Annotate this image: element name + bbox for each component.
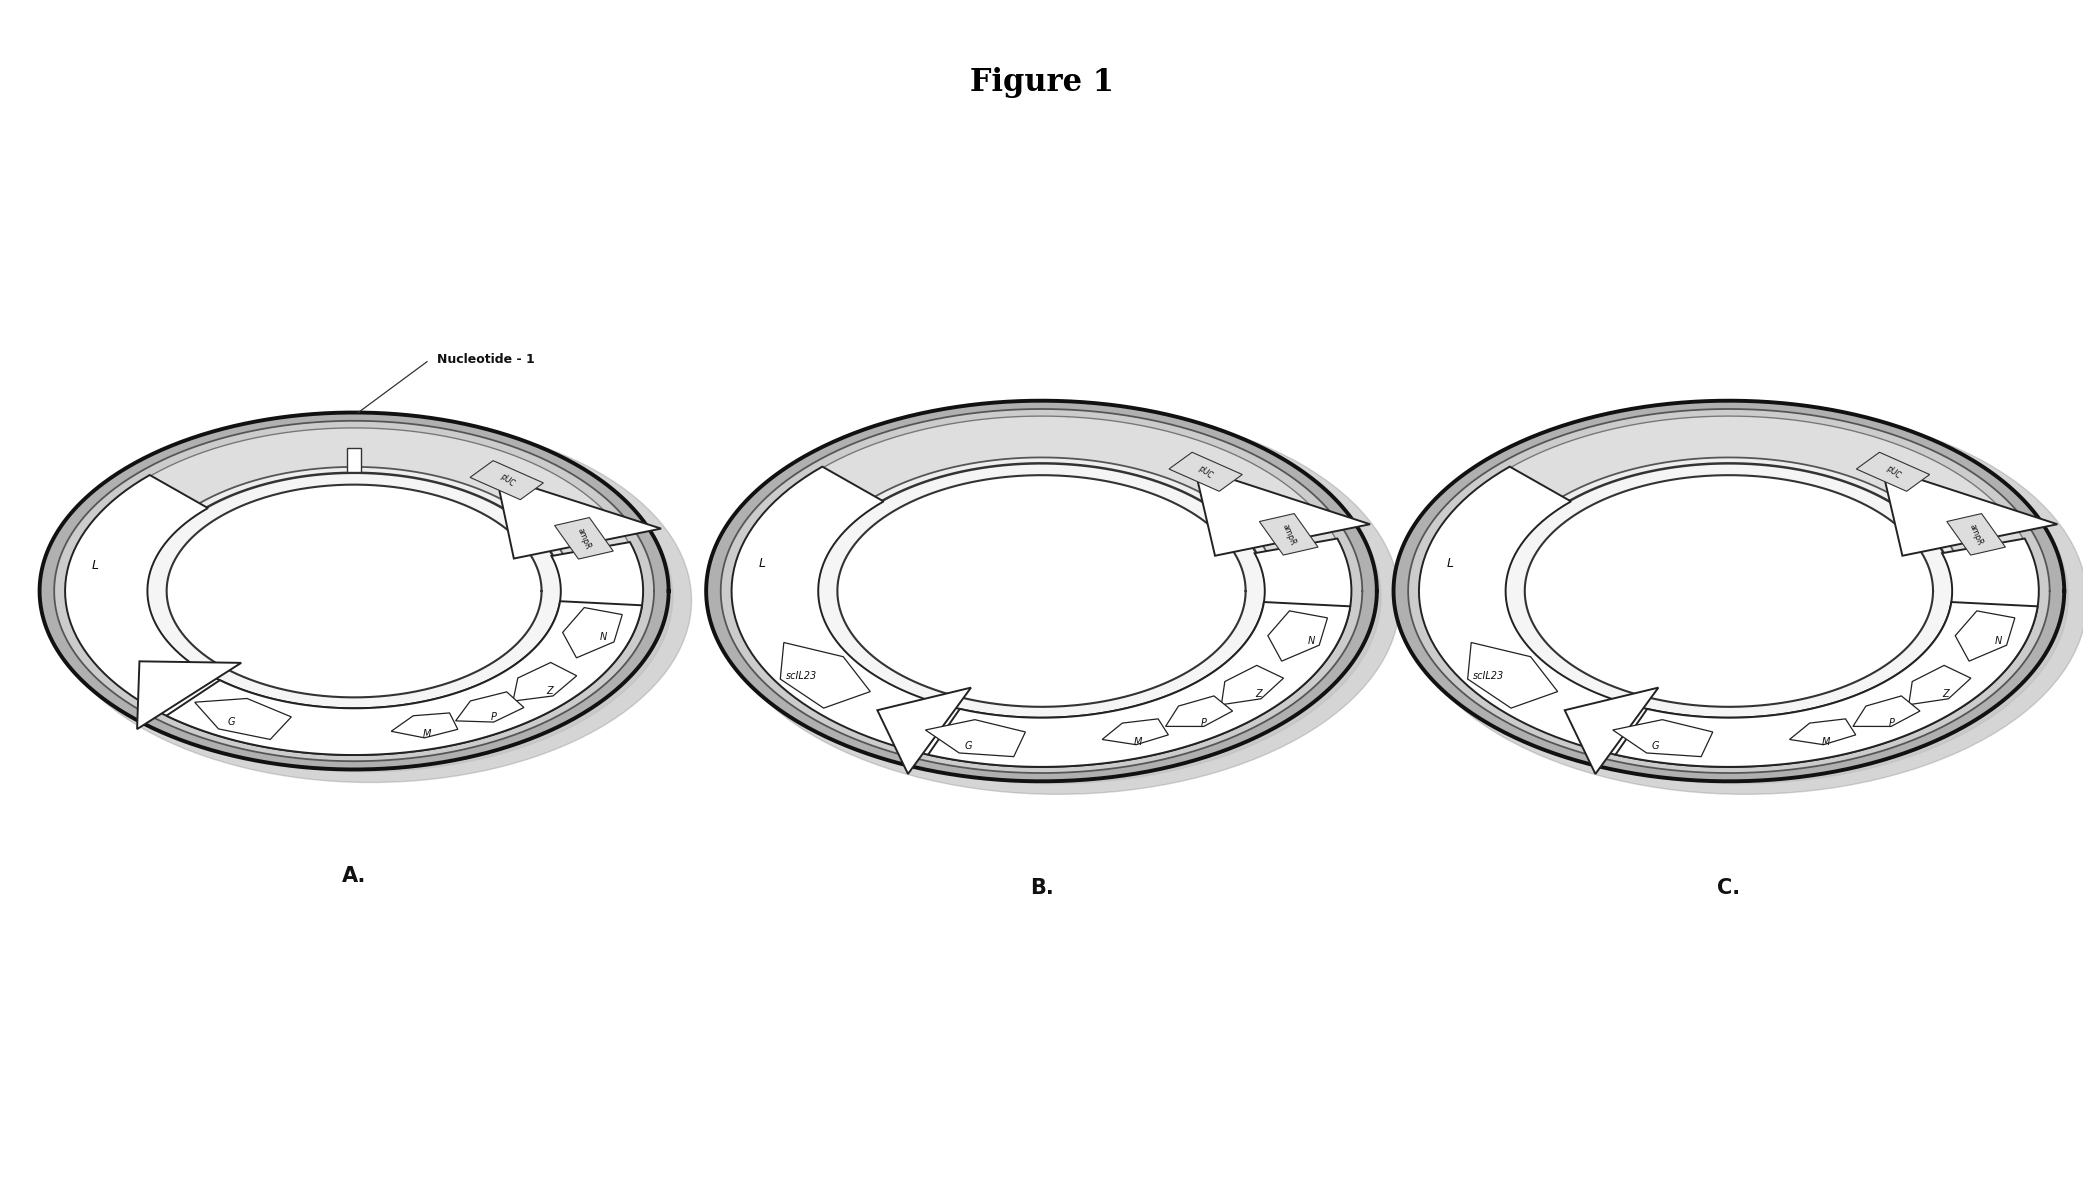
Text: pXN2scIL23: pXN2scIL23 bbox=[1008, 570, 1075, 579]
Polygon shape bbox=[1269, 611, 1327, 661]
Text: N: N bbox=[1308, 636, 1314, 645]
Text: B.: B. bbox=[1029, 878, 1054, 898]
Polygon shape bbox=[731, 467, 1352, 767]
Text: L: L bbox=[1446, 557, 1454, 570]
Polygon shape bbox=[1956, 611, 2014, 661]
Text: C.: C. bbox=[1716, 878, 1741, 898]
Polygon shape bbox=[1948, 513, 2006, 556]
Circle shape bbox=[1404, 407, 2083, 794]
Circle shape bbox=[1408, 409, 2050, 773]
Text: ampR: ampR bbox=[1281, 522, 1298, 546]
Circle shape bbox=[135, 467, 573, 715]
Circle shape bbox=[54, 421, 654, 761]
Text: scIL23: scIL23 bbox=[785, 671, 817, 681]
Text: G: G bbox=[227, 717, 235, 727]
Circle shape bbox=[717, 407, 1400, 794]
Text: ampR: ampR bbox=[575, 526, 592, 551]
Polygon shape bbox=[471, 461, 544, 500]
Polygon shape bbox=[194, 699, 292, 740]
Polygon shape bbox=[1881, 467, 2058, 556]
Polygon shape bbox=[554, 518, 612, 559]
Polygon shape bbox=[456, 691, 525, 722]
Polygon shape bbox=[392, 713, 458, 738]
Circle shape bbox=[1494, 457, 1964, 725]
Polygon shape bbox=[1419, 467, 2039, 767]
Text: L: L bbox=[92, 559, 100, 572]
Circle shape bbox=[1410, 410, 2068, 784]
Text: pUC: pUC bbox=[1198, 463, 1214, 480]
Circle shape bbox=[721, 409, 1362, 773]
Polygon shape bbox=[1166, 696, 1233, 727]
Polygon shape bbox=[929, 602, 1350, 767]
Circle shape bbox=[1504, 463, 1954, 719]
Text: Z: Z bbox=[546, 686, 552, 696]
Polygon shape bbox=[1854, 696, 1921, 727]
Text: ampR: ampR bbox=[1968, 522, 1985, 546]
Text: A.: A. bbox=[342, 866, 367, 886]
Circle shape bbox=[837, 475, 1246, 707]
Polygon shape bbox=[1260, 513, 1319, 556]
Polygon shape bbox=[1469, 643, 1558, 708]
Polygon shape bbox=[167, 602, 642, 755]
Polygon shape bbox=[1856, 453, 1929, 492]
Text: N: N bbox=[600, 632, 608, 642]
Polygon shape bbox=[877, 688, 971, 774]
Circle shape bbox=[733, 416, 1350, 766]
Circle shape bbox=[817, 463, 1266, 719]
Polygon shape bbox=[1612, 720, 1712, 756]
Circle shape bbox=[1525, 475, 1933, 707]
Text: 14665 bp: 14665 bp bbox=[329, 603, 379, 612]
Text: 16191 bp: 16191 bp bbox=[1017, 603, 1066, 612]
Text: 16191 bp: 16191 bp bbox=[1704, 603, 1754, 612]
Text: scIL23: scIL23 bbox=[1473, 671, 1504, 681]
Circle shape bbox=[1394, 401, 2064, 781]
Text: pXN2scIL23ST: pXN2scIL23ST bbox=[1689, 570, 1768, 579]
Text: Z: Z bbox=[1256, 689, 1262, 700]
Text: M: M bbox=[1823, 738, 1831, 747]
Polygon shape bbox=[496, 476, 660, 559]
Polygon shape bbox=[1221, 665, 1283, 704]
Text: G: G bbox=[1652, 741, 1660, 752]
Circle shape bbox=[40, 413, 669, 769]
Polygon shape bbox=[1194, 467, 1371, 556]
Polygon shape bbox=[1789, 719, 1856, 745]
Text: M: M bbox=[1135, 738, 1144, 747]
Polygon shape bbox=[1102, 719, 1169, 745]
Polygon shape bbox=[781, 643, 871, 708]
Polygon shape bbox=[512, 662, 577, 701]
Text: P: P bbox=[1889, 717, 1893, 728]
Text: pXN2: pXN2 bbox=[340, 570, 369, 579]
Polygon shape bbox=[65, 475, 644, 755]
Polygon shape bbox=[1616, 602, 2037, 767]
Text: pUC: pUC bbox=[498, 472, 517, 488]
Text: Figure 1: Figure 1 bbox=[969, 67, 1114, 98]
Polygon shape bbox=[925, 720, 1025, 756]
Text: L: L bbox=[758, 557, 767, 570]
Circle shape bbox=[167, 485, 542, 697]
Polygon shape bbox=[1908, 665, 1971, 704]
Text: N: N bbox=[1996, 636, 2002, 645]
Circle shape bbox=[1421, 416, 2037, 766]
Circle shape bbox=[723, 410, 1381, 784]
Text: P: P bbox=[490, 713, 496, 722]
Polygon shape bbox=[346, 448, 362, 472]
Circle shape bbox=[706, 401, 1377, 781]
Circle shape bbox=[56, 422, 673, 772]
Polygon shape bbox=[1564, 688, 1658, 774]
Text: P: P bbox=[1202, 717, 1206, 728]
Circle shape bbox=[806, 457, 1277, 725]
Circle shape bbox=[50, 418, 692, 782]
Polygon shape bbox=[562, 608, 623, 658]
Circle shape bbox=[67, 428, 642, 754]
Polygon shape bbox=[1169, 453, 1241, 492]
Text: Nucleotide - 1: Nucleotide - 1 bbox=[437, 353, 535, 365]
Circle shape bbox=[146, 473, 562, 709]
Text: Z: Z bbox=[1943, 689, 1950, 700]
Text: pUC: pUC bbox=[1885, 463, 1902, 480]
Polygon shape bbox=[137, 662, 242, 729]
Text: M: M bbox=[423, 729, 431, 739]
Text: G: G bbox=[964, 741, 973, 752]
